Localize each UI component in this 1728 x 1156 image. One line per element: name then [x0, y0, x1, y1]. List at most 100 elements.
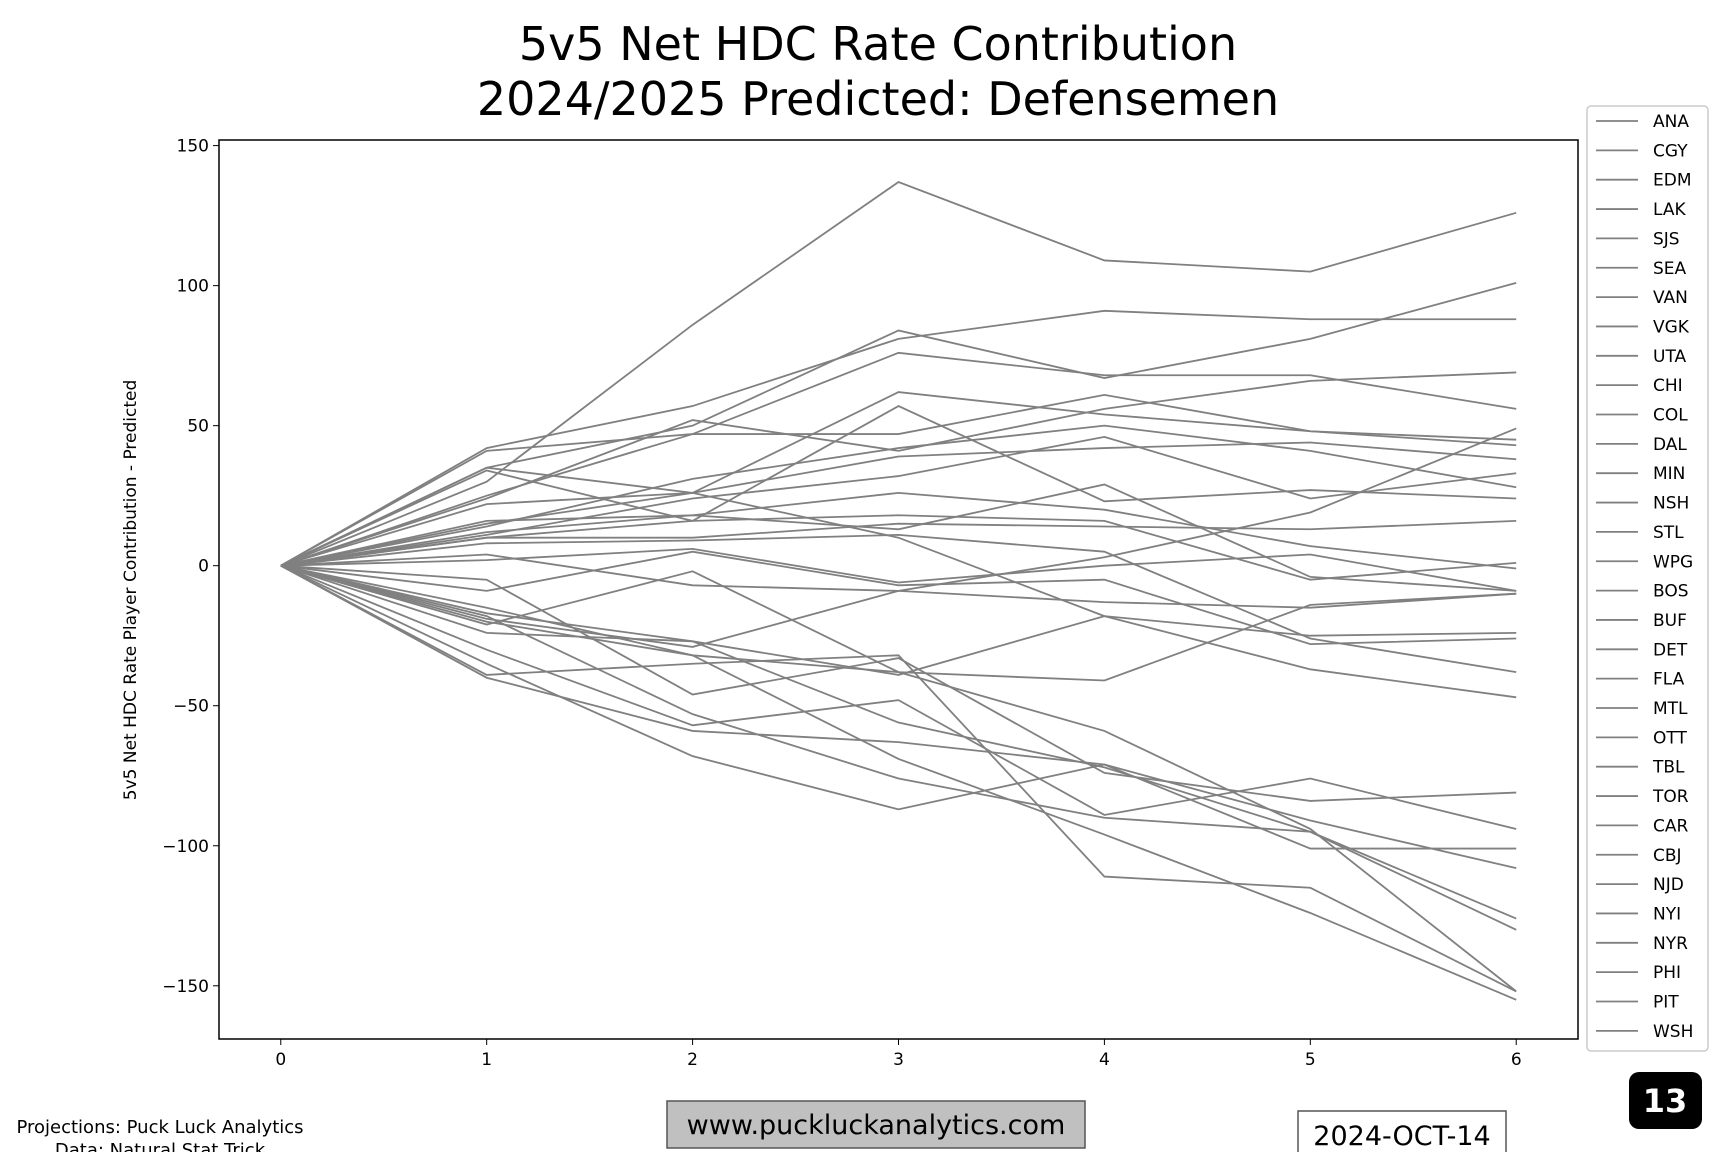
series-line-nyi [280, 564, 1517, 870]
legend-label: FLA [1653, 670, 1685, 690]
legend-item-car: CAR [1596, 816, 1688, 836]
legend-item-cgy: CGY [1596, 141, 1688, 161]
legend-label: CHI [1653, 376, 1683, 396]
legend-label: BOS [1653, 582, 1689, 602]
legend-item-mtl: MTL [1596, 699, 1688, 719]
legend-label: TBL [1652, 758, 1685, 778]
legend-label: CBJ [1653, 846, 1682, 866]
legend-item-chi: CHI [1596, 376, 1683, 396]
series-line-uta [280, 441, 1517, 567]
legend-label: TOR [1652, 787, 1689, 807]
legend-label: PHI [1653, 963, 1681, 983]
legend-item-col: COL [1596, 406, 1688, 426]
x-tick-label: 2 [687, 1050, 698, 1070]
y-tick-label: −50 [173, 697, 209, 717]
series-line-wsh [280, 564, 1517, 993]
series-line-van [280, 391, 1517, 567]
legend-label: SEA [1653, 259, 1687, 279]
y-tick-label: 150 [177, 137, 209, 157]
series-line-buf [280, 553, 1517, 609]
series-line-ott [280, 564, 1517, 676]
page-badge [1629, 1072, 1702, 1129]
x-tick-label: 4 [1099, 1050, 1110, 1070]
credits-data: Data: Natural Stat Trick [55, 1140, 266, 1152]
legend-item-wsh: WSH [1596, 1022, 1693, 1042]
series-line-edm [280, 309, 1517, 567]
legend-item-pit: PIT [1596, 993, 1679, 1013]
legend-label: VGK [1653, 317, 1690, 337]
legend-item-ott: OTT [1596, 728, 1687, 748]
legend-item-buf: BUF [1596, 611, 1687, 631]
legend-box [1586, 105, 1709, 1052]
legend-label: PIT [1653, 993, 1679, 1013]
y-tick-label: −100 [162, 837, 209, 857]
chart-title: 5v5 Net HDC Rate Contribution [519, 17, 1237, 71]
legend-label: ANA [1653, 112, 1689, 132]
legend-item-tor: TOR [1596, 787, 1689, 807]
date-box [1297, 1110, 1507, 1156]
series-line-col [280, 435, 1517, 567]
legend-item-van: VAN [1596, 288, 1688, 308]
series-line-min [280, 491, 1517, 570]
website-box [666, 1100, 1086, 1149]
legend-label: DET [1653, 640, 1688, 660]
legend-label: VAN [1653, 288, 1688, 308]
series-line-pit [280, 564, 1517, 993]
legend-label: EDM [1653, 171, 1692, 191]
legend-item-nyr: NYR [1596, 934, 1688, 954]
series-lines [280, 180, 1517, 1001]
series-line-vgk [280, 405, 1517, 567]
series-line-chi [280, 424, 1517, 567]
y-tick-label: 50 [187, 417, 209, 437]
x-tick-label: 3 [893, 1050, 904, 1070]
legend-item-nsh: NSH [1596, 494, 1689, 514]
legend-label: NYR [1653, 934, 1688, 954]
legend-label: MIN [1653, 464, 1685, 484]
series-line-wpg [280, 519, 1517, 567]
y-tick-label: −150 [162, 977, 209, 997]
legend-item-cbj: CBJ [1596, 846, 1682, 866]
series-line-bos [280, 533, 1517, 674]
legend-item-sjs: SJS [1596, 229, 1680, 249]
legend-label: CAR [1653, 816, 1688, 836]
legend-item-min: MIN [1596, 464, 1685, 484]
series-line-tor [280, 564, 1517, 802]
legend-label: NJD [1653, 875, 1684, 895]
legend-label: BUF [1653, 611, 1687, 631]
legend-item-stl: STL [1596, 523, 1684, 543]
legend-item-wpg: WPG [1596, 552, 1693, 572]
legend-item-dal: DAL [1596, 435, 1687, 455]
website-link[interactable]: www.puckluckanalytics.com [687, 1110, 1066, 1141]
series-line-nyr [280, 564, 1517, 850]
legend-label: DAL [1653, 435, 1687, 455]
series-line-nsh [280, 483, 1517, 592]
series-line-ana [280, 180, 1517, 567]
series-line-dal [280, 466, 1517, 699]
page-number: 13 [1643, 1082, 1688, 1120]
legend-label: WSH [1653, 1022, 1693, 1042]
chart-subtitle: 2024/2025 Predicted: Defensemen [477, 72, 1279, 126]
series-line-njd [280, 564, 1517, 1001]
legend-item-fla: FLA [1596, 670, 1685, 690]
legend-label: LAK [1653, 200, 1686, 220]
legend-label: STL [1653, 523, 1684, 543]
legend-item-det: DET [1596, 640, 1688, 660]
legend-label: MTL [1653, 699, 1688, 719]
x-axis: 0 1 2 3 4 5 6 [275, 1039, 1522, 1070]
series-line-sjs [280, 371, 1517, 567]
y-tick-label: 0 [198, 557, 209, 577]
legend-label: NSH [1653, 494, 1689, 514]
legend-item-njd: NJD [1596, 875, 1684, 895]
legend-item-nyi: NYI [1596, 904, 1681, 924]
legend-item-tbl: TBL [1596, 758, 1685, 778]
legend-item-uta: UTA [1596, 347, 1687, 367]
legend-label: NYI [1653, 904, 1681, 924]
date-stamp: 2024-OCT-14 [1313, 1121, 1490, 1152]
plot-frame [218, 139, 1579, 1040]
x-tick-label: 0 [275, 1050, 286, 1070]
series-line-det [280, 547, 1517, 592]
series-line-fla [280, 550, 1517, 646]
y-tick-label: 100 [177, 277, 209, 297]
x-tick-label: 5 [1305, 1050, 1316, 1070]
legend-label: OTT [1653, 728, 1687, 748]
